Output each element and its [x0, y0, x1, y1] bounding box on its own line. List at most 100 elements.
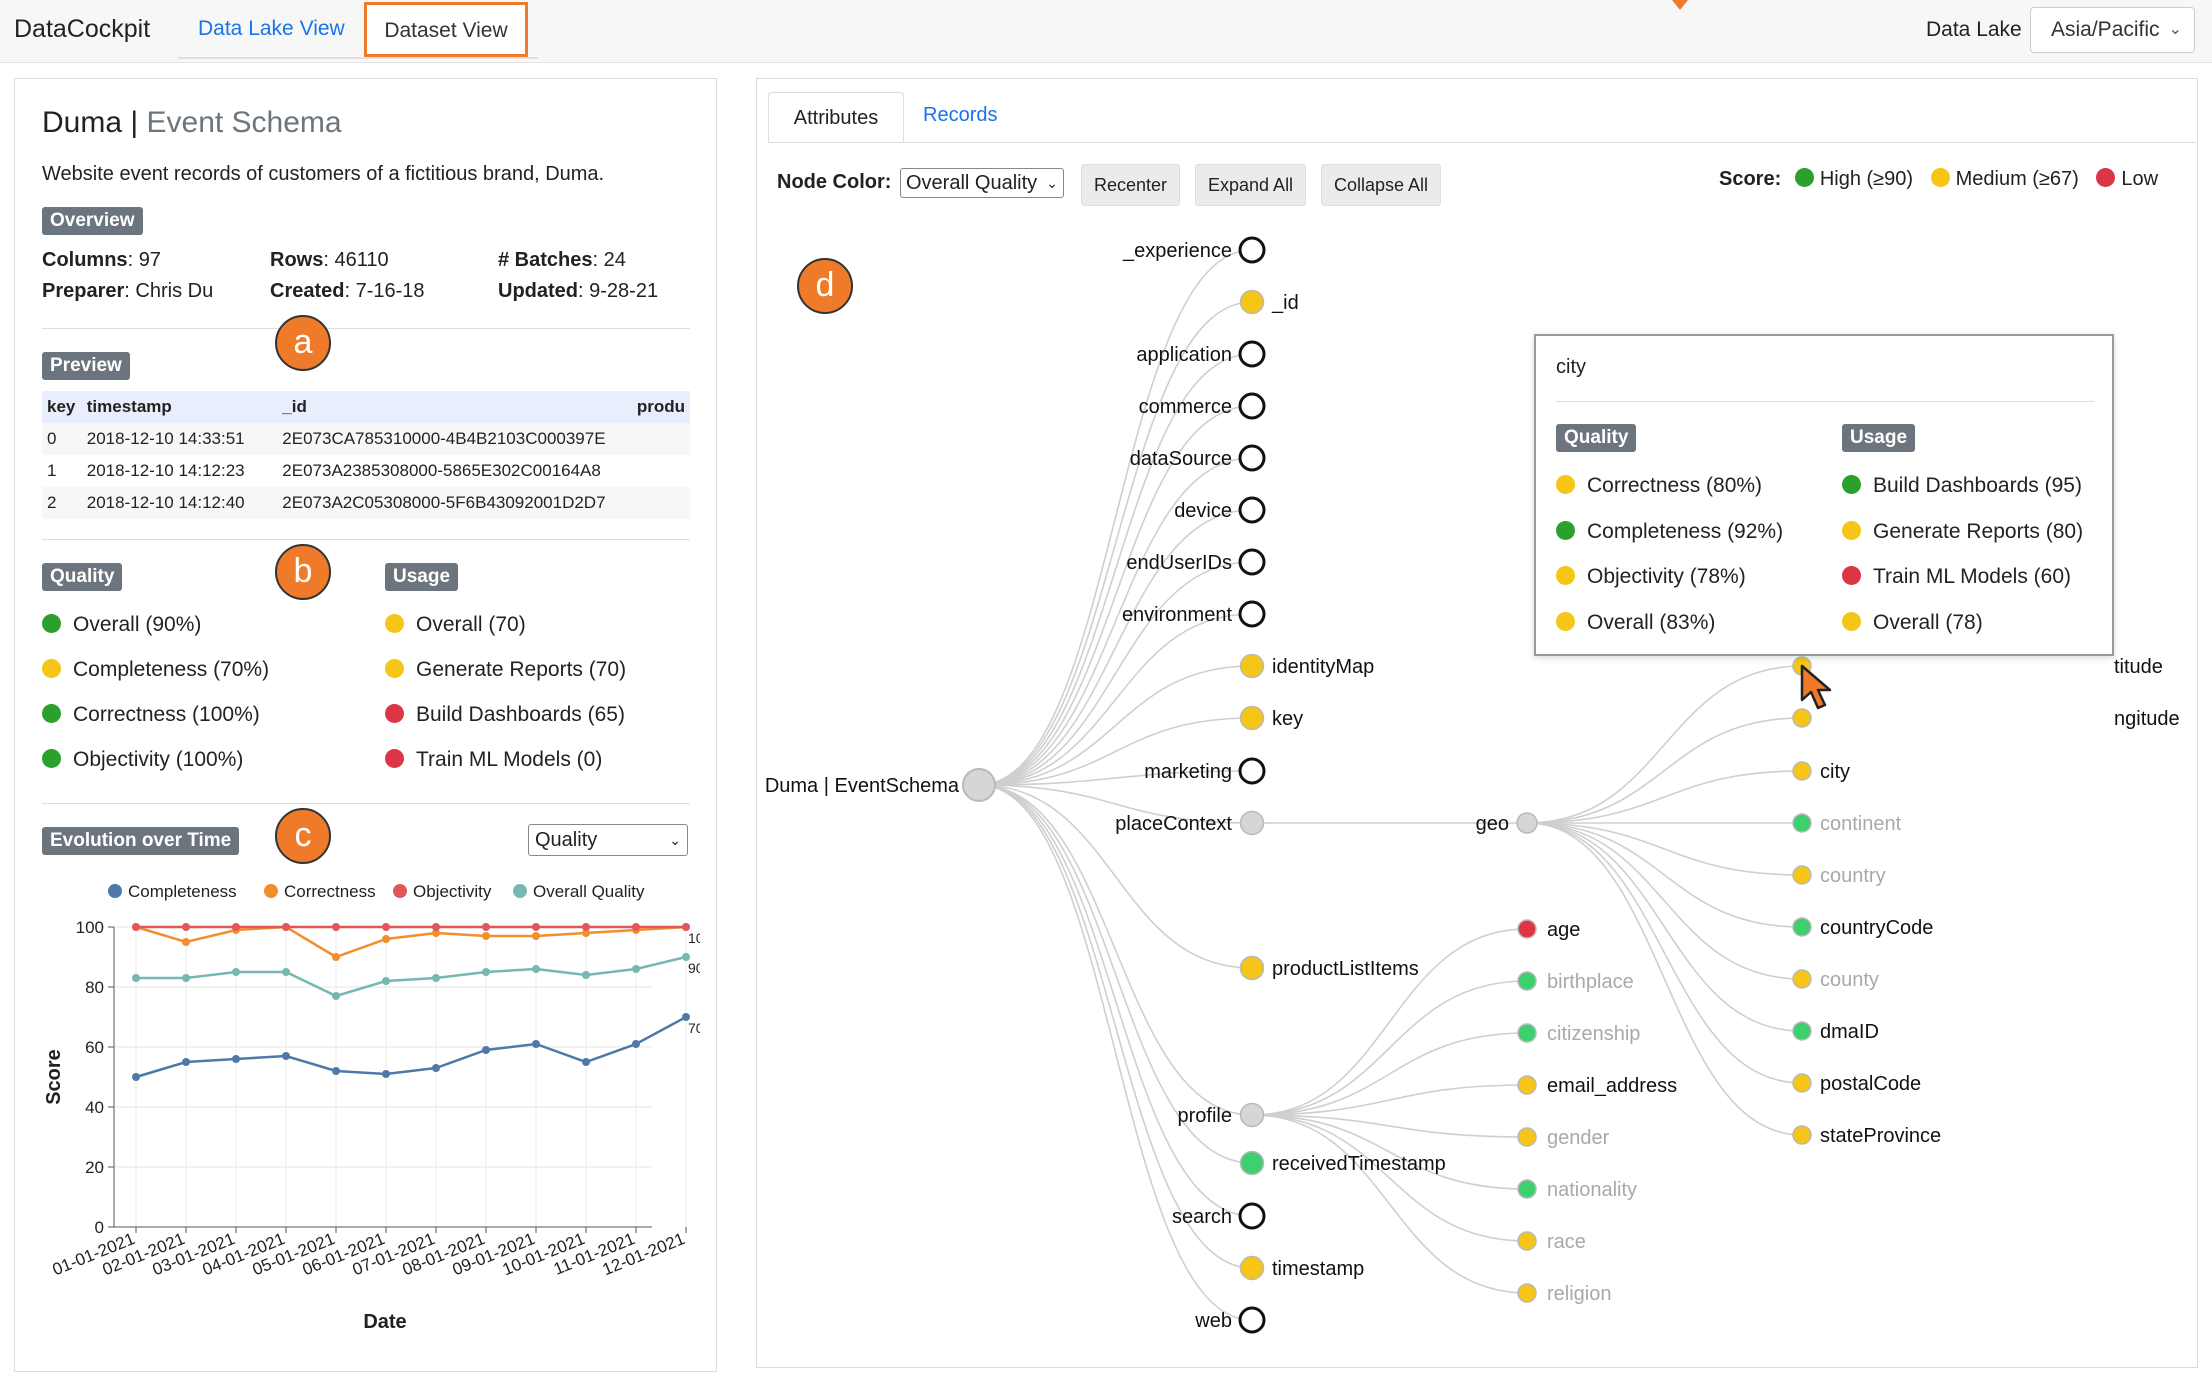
- tree-link: [978, 457, 1253, 786]
- data-point: [282, 968, 290, 976]
- tree-node[interactable]: [1239, 1255, 1265, 1281]
- quality-completeness-item: Completeness (70%): [42, 658, 269, 682]
- tree-node[interactable]: [1792, 969, 1812, 989]
- tree-node[interactable]: [1792, 917, 1812, 937]
- tree-node[interactable]: [1238, 496, 1266, 524]
- tooltip-quality-item: Overall (83%): [1556, 611, 1715, 635]
- tree-node[interactable]: [1792, 813, 1812, 833]
- divider: [42, 539, 690, 540]
- brand-logo[interactable]: DataCockpit: [14, 15, 151, 43]
- data-point: [532, 1040, 540, 1048]
- tree-link: [1526, 822, 1803, 1084]
- tree-node[interactable]: [1792, 708, 1812, 728]
- chevron-down-icon: ⌄: [669, 832, 681, 848]
- data-label: 90: [688, 960, 700, 976]
- preview-header-product[interactable]: produ: [631, 391, 690, 423]
- tree-node[interactable]: [1792, 1021, 1812, 1041]
- overview-preparer: Preparer: Chris Du: [42, 280, 214, 302]
- tab-attributes[interactable]: Attributes: [768, 92, 904, 142]
- tree-node-label: country: [1820, 865, 1886, 887]
- batches-label: # Batches: [498, 249, 593, 271]
- data-point: [632, 923, 640, 931]
- evolution-badge: Evolution over Time: [42, 827, 240, 855]
- tree-node[interactable]: [1517, 1179, 1537, 1199]
- tree-node[interactable]: [1517, 1283, 1537, 1303]
- tree-link: [1251, 1114, 1528, 1190]
- tree-node[interactable]: [1238, 1202, 1266, 1230]
- tree-link: [978, 784, 1253, 1269]
- tree-link: [978, 353, 1253, 786]
- quality-overall-item: Overall (90%): [42, 613, 201, 637]
- tree-node[interactable]: [1792, 865, 1812, 885]
- tree-node[interactable]: [1517, 1231, 1537, 1251]
- status-dot: [1842, 520, 1861, 540]
- evolution-metric-select[interactable]: Quality ⌄: [528, 824, 688, 856]
- data-point: [332, 923, 340, 931]
- tooltip-title: city: [1556, 356, 1586, 378]
- tree-node[interactable]: [1238, 757, 1266, 785]
- tree-node[interactable]: [1239, 810, 1265, 836]
- mouse-cursor-icon: [1800, 664, 1832, 710]
- tree-node[interactable]: [1239, 289, 1265, 315]
- expand-all-button[interactable]: Expand All: [1195, 164, 1307, 206]
- y-axis-label: Score: [43, 1049, 65, 1105]
- tab-records[interactable]: Records: [923, 104, 998, 126]
- y-tick-label: 100: [76, 918, 104, 937]
- collapse-all-button[interactable]: Collapse All: [1321, 164, 1442, 206]
- tree-node[interactable]: [1238, 1306, 1266, 1334]
- overview-updated: Updated: 9-28-21: [498, 280, 659, 302]
- tree-node[interactable]: [1239, 653, 1265, 679]
- node-color-select[interactable]: Overall Quality ⌄: [900, 168, 1064, 198]
- tree-node[interactable]: [1238, 236, 1266, 264]
- tree-node[interactable]: [1238, 444, 1266, 472]
- tab-data-lake-view[interactable]: Data Lake View: [198, 17, 345, 40]
- tree-root-node[interactable]: [962, 768, 996, 802]
- table-cell: [631, 423, 690, 455]
- tree-node[interactable]: [1517, 919, 1537, 939]
- tree-node[interactable]: [1238, 340, 1266, 368]
- tree-node[interactable]: [1792, 1125, 1812, 1145]
- tree-node[interactable]: [1517, 1127, 1537, 1147]
- tooltip-item-label: Completeness (92%): [1587, 520, 1784, 543]
- tree-node[interactable]: [1517, 1023, 1537, 1043]
- status-dot: [385, 613, 404, 633]
- tree-node[interactable]: [1239, 1150, 1265, 1176]
- tree-link: [1526, 822, 1803, 928]
- preview-header-id[interactable]: _id: [277, 391, 632, 423]
- tree-node[interactable]: [1239, 955, 1265, 981]
- status-dot: [385, 748, 404, 768]
- tree-node-label: continent: [1820, 813, 1902, 835]
- tree-node[interactable]: [1792, 1073, 1812, 1093]
- table-cell: 2018-12-10 14:33:51: [81, 423, 278, 455]
- tree-node[interactable]: [1239, 1102, 1265, 1128]
- recenter-button[interactable]: Recenter: [1081, 164, 1181, 206]
- legend-swatch: [264, 884, 278, 898]
- tree-node[interactable]: [1238, 600, 1266, 628]
- tooltip-usage-badge: Usage: [1842, 424, 1916, 452]
- data-point: [532, 932, 540, 940]
- tree-node[interactable]: [1516, 812, 1538, 834]
- table-row: 0 2018-12-10 14:33:51 2E073CA785310000-4…: [42, 423, 690, 455]
- tab-dataset-view[interactable]: Dataset View: [364, 2, 528, 57]
- data-point: [432, 923, 440, 931]
- tree-link: [978, 784, 1253, 1321]
- preview-header-timestamp[interactable]: timestamp: [81, 391, 278, 423]
- tree-node[interactable]: [1238, 548, 1266, 576]
- tooltip-item-label: Overall (78): [1873, 611, 1983, 634]
- tree-node[interactable]: [1517, 1075, 1537, 1095]
- data-point: [632, 965, 640, 973]
- tree-node-label: titude: [2114, 656, 2163, 678]
- tree-node-label: nationality: [1547, 1179, 1637, 1201]
- tree-node[interactable]: [1792, 761, 1812, 781]
- series-line: [136, 955, 687, 998]
- annotation-marker-b: b: [275, 544, 331, 600]
- tree-node-label: search: [1172, 1206, 1232, 1228]
- status-dot: [1842, 565, 1861, 585]
- tree-node[interactable]: [1238, 392, 1266, 420]
- tree-node[interactable]: [1517, 971, 1537, 991]
- status-dot: [42, 658, 61, 678]
- tree-node[interactable]: [1239, 705, 1265, 731]
- preview-header-key[interactable]: key: [42, 391, 82, 423]
- score-medium-label: Medium (≥67): [1955, 168, 2079, 190]
- region-select[interactable]: Asia/Pacific ⌄: [2030, 7, 2195, 53]
